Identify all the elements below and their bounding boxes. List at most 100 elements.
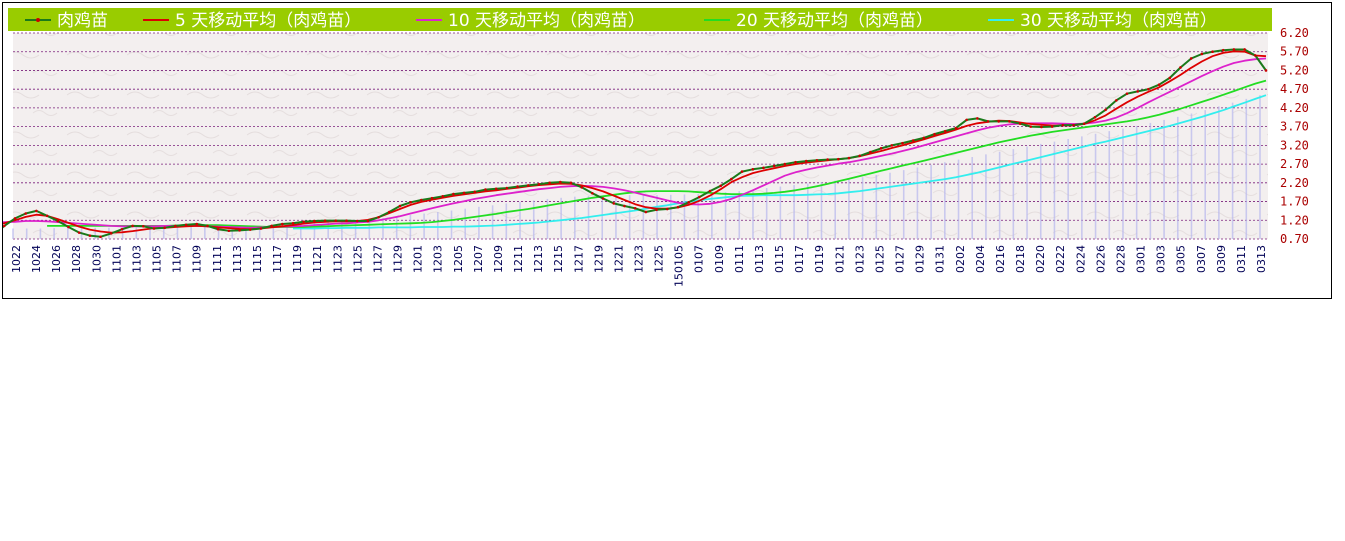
chart-frame: 肉鸡苗 5 天移动平均（肉鸡苗） 10 天移动平均（肉鸡苗） 20 天移动平均（肉鸡苗… — [2, 2, 1332, 299]
price-point — [911, 139, 915, 142]
price-point — [238, 229, 241, 232]
price-point — [35, 209, 38, 213]
price-point — [1179, 66, 1182, 69]
x-tick-label: 1209 — [492, 245, 505, 273]
x-tick-label: 0107 — [693, 245, 706, 273]
price-point — [334, 219, 338, 222]
x-tick-label: 1215 — [552, 245, 565, 273]
legend-item: 20 天移动平均（肉鸡苗） — [736, 11, 933, 31]
price-point — [152, 227, 156, 230]
x-tick-label: 0220 — [1034, 245, 1047, 273]
x-tick-label: 1125 — [351, 245, 364, 273]
price-point — [1232, 48, 1236, 51]
x-tick-label: 150105 — [673, 245, 686, 287]
x-tick-label: 1026 — [50, 245, 63, 273]
x-tick-label: 1115 — [251, 245, 264, 273]
price-point — [313, 219, 316, 223]
legend-marker — [36, 18, 40, 22]
price-point — [783, 162, 787, 166]
price-point — [1125, 92, 1129, 95]
y-tick-label: 3.70 — [1280, 120, 1309, 134]
x-tick-label: 0222 — [1054, 245, 1067, 273]
x-tick-label: 0115 — [773, 245, 786, 273]
x-tick-label: 1221 — [612, 245, 625, 273]
x-tick-label: 0127 — [894, 245, 907, 273]
price-point — [1147, 87, 1150, 91]
legend-item: 肉鸡苗 — [57, 11, 108, 31]
price-point — [216, 227, 220, 231]
price-point — [131, 224, 134, 228]
price-point — [815, 159, 819, 162]
x-tick-label: 1121 — [311, 245, 324, 273]
price-point — [548, 181, 551, 185]
x-tick-label: 0301 — [1135, 245, 1148, 273]
x-tick-label: 1030 — [90, 245, 103, 273]
price-point — [1104, 108, 1107, 112]
x-tick-label: 0202 — [954, 245, 967, 273]
series-line-0 — [3, 48, 1267, 238]
price-point — [473, 190, 477, 194]
x-tick-label: 1123 — [331, 245, 344, 273]
y-tick-label: 1.20 — [1280, 213, 1309, 227]
x-tick-label: 1103 — [131, 245, 144, 273]
x-tick-label: 1107 — [171, 245, 184, 273]
price-point — [687, 200, 690, 204]
price-point — [1061, 123, 1065, 127]
price-point — [163, 226, 166, 230]
x-tick-label: 0131 — [934, 245, 947, 273]
x-tick-label: 0117 — [793, 245, 806, 273]
x-tick-label: 1207 — [472, 245, 485, 273]
price-point — [633, 206, 637, 210]
price-point — [879, 147, 883, 150]
y-tick-label: 6.20 — [1280, 26, 1309, 40]
price-point — [430, 196, 434, 200]
price-point — [409, 200, 412, 204]
price-point — [698, 195, 701, 199]
price-point — [943, 129, 947, 133]
price-point — [901, 141, 904, 145]
price-point — [302, 220, 305, 224]
legend-item: 10 天移动平均（肉鸡苗） — [448, 11, 645, 31]
price-point — [537, 183, 541, 186]
price-point — [986, 120, 990, 123]
x-tick-label: 1201 — [412, 245, 425, 273]
x-tick-label: 0226 — [1094, 245, 1107, 273]
x-tick-label: 0307 — [1195, 245, 1208, 273]
price-point — [1221, 48, 1225, 52]
price-chart: 肉鸡苗 5 天移动平均（肉鸡苗） 10 天移动平均（肉鸡苗） 20 天移动平均（肉鸡苗… — [3, 8, 1309, 287]
x-tick-label: 0123 — [853, 245, 866, 273]
y-tick-label: 0.70 — [1280, 232, 1309, 246]
price-point — [505, 186, 509, 190]
price-point — [484, 188, 487, 191]
price-point — [1211, 50, 1214, 54]
price-point — [569, 181, 573, 185]
y-tick-label: 2.20 — [1280, 176, 1309, 190]
price-point — [665, 207, 669, 211]
price-point — [740, 170, 744, 173]
x-tick-label: 1028 — [70, 245, 83, 273]
x-tick-label: 0121 — [833, 245, 846, 273]
x-tick-label: 1105 — [151, 245, 164, 273]
y-tick-label: 4.70 — [1280, 82, 1309, 96]
x-tick-label: 1024 — [30, 245, 43, 273]
y-tick-label: 3.20 — [1280, 138, 1309, 152]
price-point — [184, 223, 188, 227]
price-point — [345, 219, 348, 222]
price-point — [377, 215, 380, 219]
price-point — [794, 160, 797, 164]
price-point — [601, 197, 605, 200]
price-point — [591, 192, 594, 195]
price-point — [837, 157, 840, 161]
x-tick-label: 0113 — [753, 245, 766, 273]
price-point — [88, 234, 92, 237]
price-point — [933, 132, 936, 136]
x-tick-label: 1213 — [532, 245, 545, 273]
price-point — [1157, 83, 1161, 86]
x-tick-label: 1119 — [291, 245, 304, 273]
price-point — [3, 224, 6, 228]
series-line-3 — [47, 79, 1267, 228]
price-point — [1200, 52, 1204, 56]
price-point — [644, 210, 648, 214]
y-axis: 6.20 5.70 5.20 4.70 4.20 3.70 3.20 2.70 2.20 1.70… — [1280, 26, 1309, 246]
price-point — [730, 177, 733, 181]
